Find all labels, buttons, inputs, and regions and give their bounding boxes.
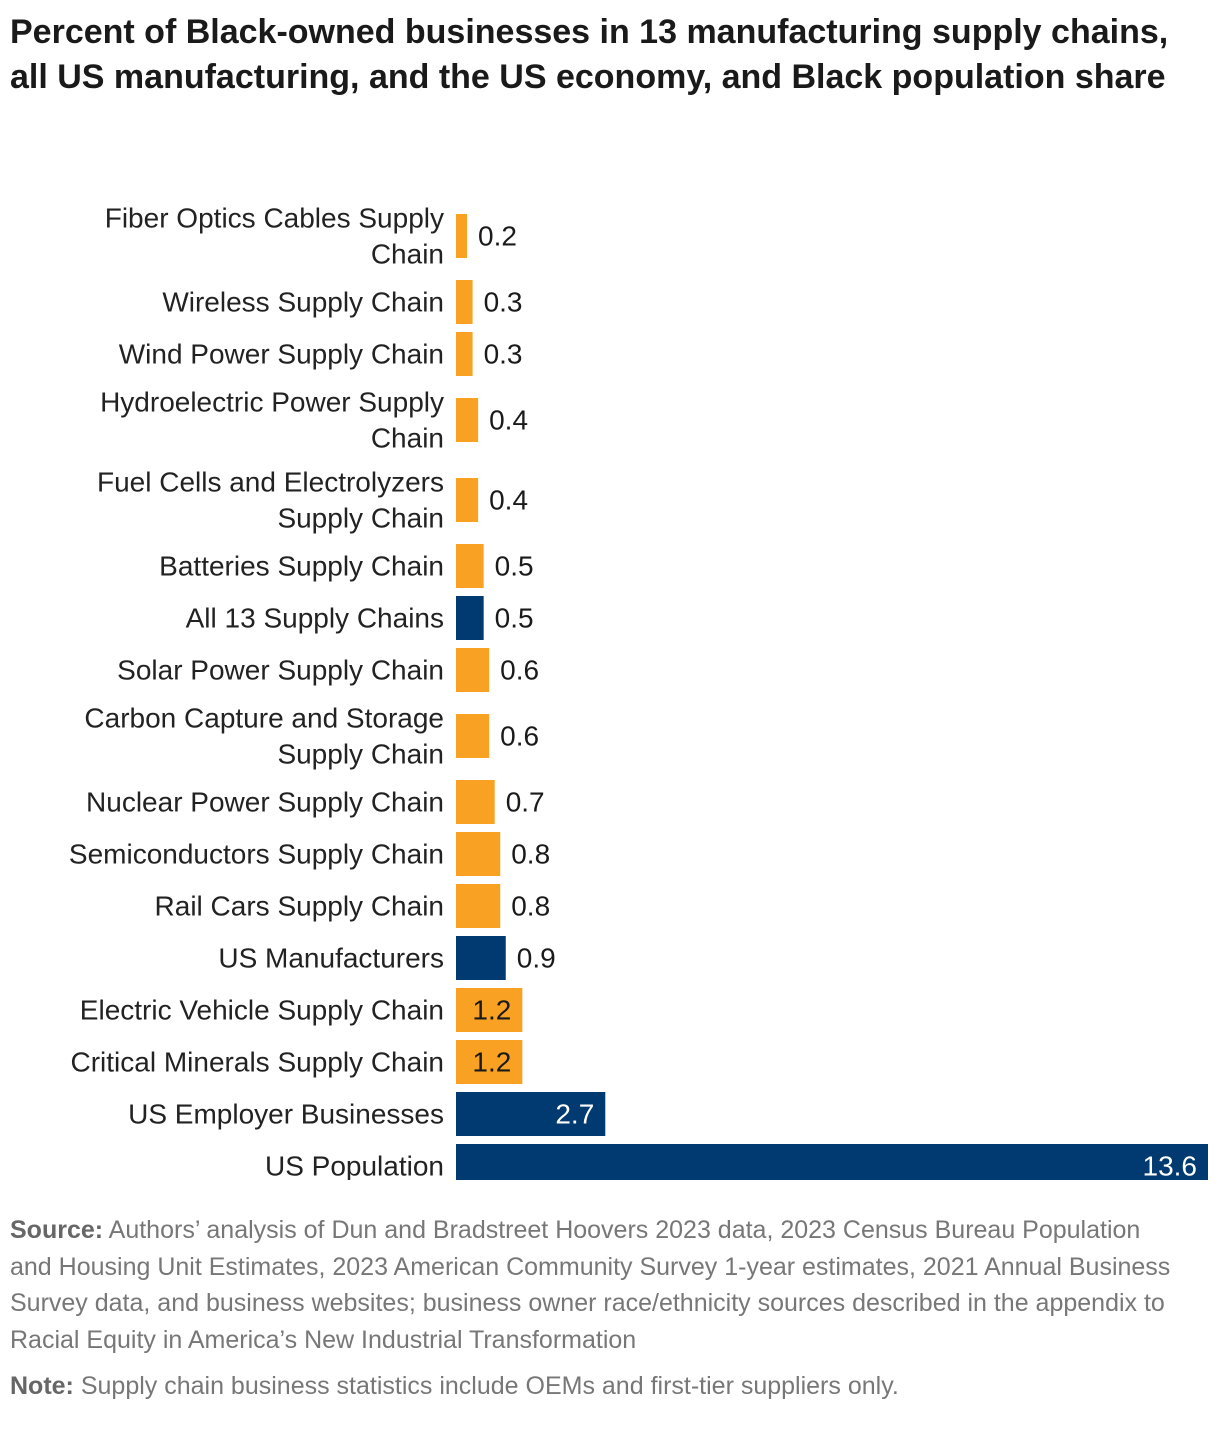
- category-label-line: US Population: [265, 1151, 444, 1181]
- category-label-line: Fuel Cells and Electrolyzers: [97, 467, 444, 498]
- bar: [456, 936, 506, 980]
- value-label: 0.5: [495, 603, 534, 634]
- value-label: 2.7: [555, 1099, 594, 1130]
- category-label-line: Wind Power Supply Chain: [119, 339, 444, 370]
- category-label-line: Solar Power Supply Chain: [117, 655, 444, 686]
- note: Note: Supply chain business statistics i…: [10, 1368, 1180, 1405]
- category-label: Wind Power Supply Chain: [119, 339, 444, 370]
- category-label: Wireless Supply Chain: [162, 287, 444, 318]
- category-label-line: Critical Minerals Supply Chain: [71, 1047, 444, 1078]
- category-label: US Manufacturers: [218, 943, 444, 974]
- note-text: Supply chain business statistics include…: [73, 1372, 899, 1400]
- category-label-line: US Manufacturers: [218, 943, 444, 974]
- category-label-line: Electric Vehicle Supply Chain: [80, 995, 444, 1026]
- bar: [456, 1092, 606, 1136]
- category-label: US Population: [265, 1151, 444, 1181]
- category-label-line: Carbon Capture and Storage: [84, 703, 444, 734]
- value-label: 0.7: [506, 787, 545, 818]
- value-label: 1.2: [472, 1047, 511, 1078]
- category-label: US Employer Businesses: [128, 1099, 444, 1130]
- category-label: Carbon Capture and Storage Supply Chain: [84, 703, 444, 770]
- value-label: 0.8: [511, 839, 550, 870]
- category-label-line: Supply Chain: [277, 503, 444, 534]
- labels-layer: Fiber Optics Cables Supply Chain 0.2 Wirele…: [69, 203, 1197, 1181]
- value-label: 0.4: [489, 485, 528, 516]
- value-label: 0.4: [489, 405, 528, 436]
- value-label: 1.2: [472, 995, 511, 1026]
- category-label: Solar Power Supply Chain: [117, 655, 444, 686]
- bar: [456, 832, 501, 876]
- value-label: 0.3: [484, 287, 523, 318]
- category-label-line: Batteries Supply Chain: [159, 551, 444, 582]
- bar: [456, 214, 468, 258]
- category-label-line: Nuclear Power Supply Chain: [86, 787, 444, 818]
- category-label-line: Wireless Supply Chain: [162, 287, 444, 318]
- category-label: Critical Minerals Supply Chain: [71, 1047, 444, 1078]
- bar: [456, 280, 473, 324]
- chart-title: Percent of Black-owned businesses in 13 …: [10, 13, 1169, 96]
- category-label: Hydroelectric Power Supply Chain: [100, 387, 444, 454]
- value-label: 0.9: [517, 943, 556, 974]
- value-label: 0.2: [478, 221, 517, 252]
- category-label-line: Hydroelectric Power Supply: [100, 387, 444, 418]
- bar: [456, 884, 501, 928]
- category-label-line: All 13 Supply Chains: [186, 603, 444, 634]
- source-text: Authors’ analysis of Dun and Bradstreet …: [10, 1216, 1171, 1354]
- category-label-line: Rail Cars Supply Chain: [155, 891, 444, 922]
- category-label-line: Supply Chain: [277, 739, 444, 770]
- bar: [456, 478, 479, 522]
- bar-chart: Fiber Optics Cables Supply Chain 0.2 Wirele…: [69, 203, 1208, 1181]
- category-label: Electric Vehicle Supply Chain: [80, 995, 444, 1026]
- note-label: Note:: [10, 1372, 74, 1400]
- value-label: 0.3: [484, 339, 523, 370]
- bar: [456, 398, 479, 442]
- category-label-line: Chain: [371, 239, 444, 270]
- category-label: Nuclear Power Supply Chain: [86, 787, 444, 818]
- category-label: Fuel Cells and Electrolyzers Supply Chain: [97, 467, 444, 534]
- category-label: All 13 Supply Chains: [186, 603, 444, 634]
- bar: [456, 780, 495, 824]
- bars-layer: [456, 214, 1208, 1180]
- bar: [456, 648, 490, 692]
- source-note: Source: Authors’ analysis of Dun and Bra…: [10, 1212, 1180, 1358]
- value-label: 13.6: [1143, 1151, 1198, 1181]
- category-label: Batteries Supply Chain: [159, 551, 444, 582]
- value-label: 0.6: [500, 655, 539, 686]
- category-label: Semiconductors Supply Chain: [69, 839, 444, 870]
- category-label-line: Semiconductors Supply Chain: [69, 839, 444, 870]
- category-label-line: Fiber Optics Cables Supply: [105, 203, 444, 234]
- bar: [456, 1040, 523, 1084]
- category-label: Fiber Optics Cables Supply Chain: [105, 203, 444, 270]
- bar: [456, 544, 484, 588]
- source-label: Source:: [10, 1216, 104, 1244]
- value-label: 0.8: [511, 891, 550, 922]
- value-label: 0.6: [500, 721, 539, 752]
- value-label: 0.5: [495, 551, 534, 582]
- chart-footer: Source: Authors’ analysis of Dun and Bra…: [10, 1212, 1180, 1405]
- category-label-line: US Employer Businesses: [128, 1099, 444, 1130]
- category-label: Rail Cars Supply Chain: [155, 891, 444, 922]
- bar: [456, 988, 523, 1032]
- bar: [456, 1144, 1208, 1180]
- bar: [456, 332, 473, 376]
- bar: [456, 714, 490, 758]
- category-label-line: Chain: [371, 423, 444, 454]
- bar: [456, 596, 484, 640]
